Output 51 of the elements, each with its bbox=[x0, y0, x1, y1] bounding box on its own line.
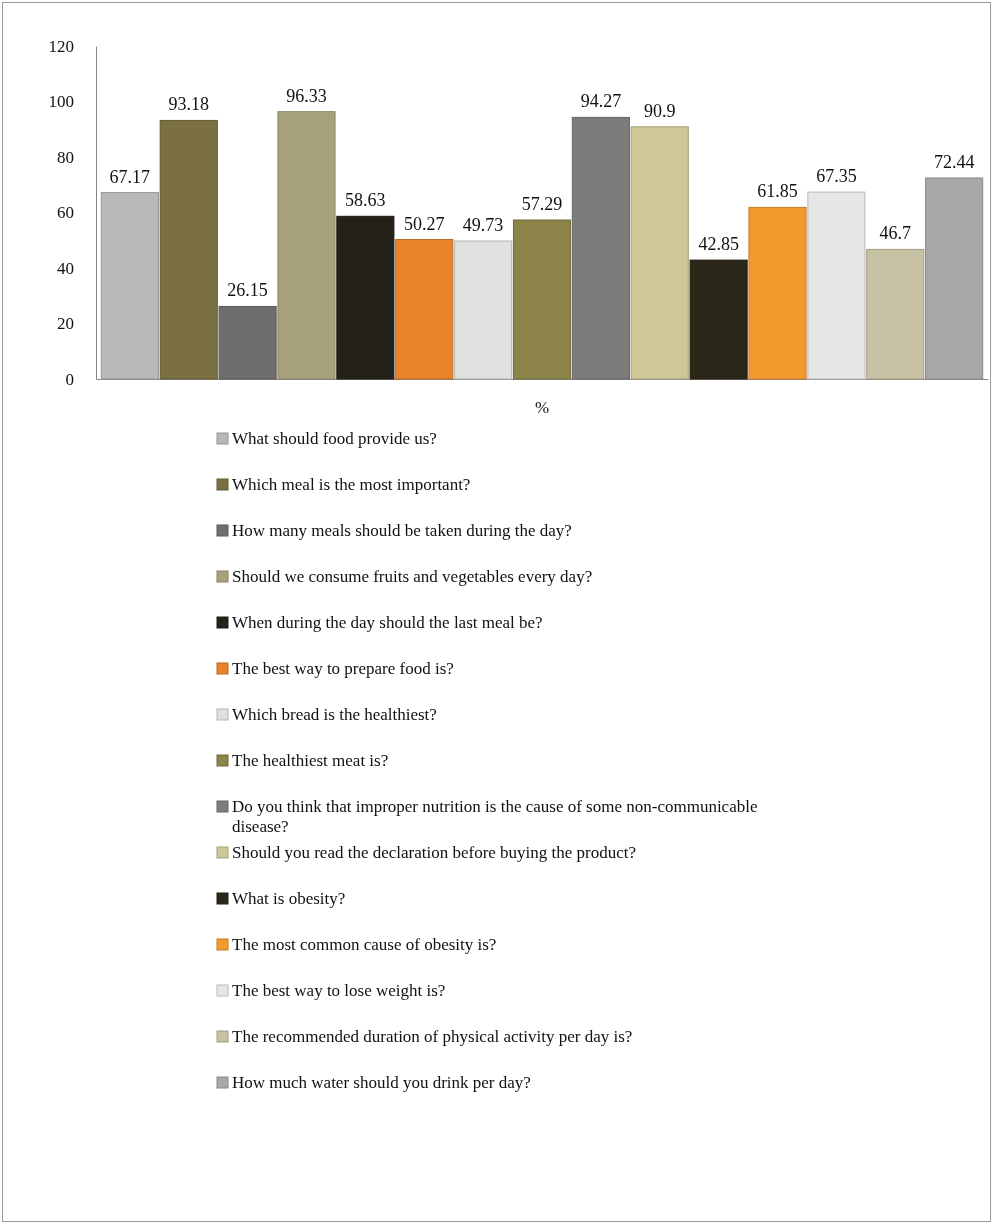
data-label: 57.29 bbox=[521, 194, 563, 215]
bar bbox=[395, 239, 454, 380]
bar bbox=[748, 206, 807, 380]
data-label: 49.73 bbox=[462, 215, 504, 235]
data-label: 50.27 bbox=[404, 213, 445, 234]
bar bbox=[630, 126, 689, 380]
data-label: 93.18 bbox=[168, 94, 209, 115]
bar bbox=[100, 192, 159, 380]
data-label: 96.33 bbox=[286, 85, 327, 106]
bar bbox=[512, 219, 572, 380]
x-tick-label: % bbox=[534, 398, 550, 418]
y-tick-label: 0 bbox=[65, 369, 74, 389]
legend-label: How many meals should be taken during the day? bbox=[232, 521, 572, 540]
data-label: 61.85 bbox=[757, 181, 798, 202]
legend-label: The healthiest meat is? bbox=[232, 751, 389, 770]
data-label: 58.63 bbox=[345, 190, 386, 211]
bar bbox=[218, 305, 277, 380]
legend-label: When during the day should the last meal be? bbox=[232, 613, 543, 632]
data-label: 67.17 bbox=[109, 166, 151, 187]
y-tick-label: 60 bbox=[57, 203, 74, 223]
legend-label: The recommended duration of physical activity per day is? bbox=[232, 1027, 633, 1046]
bar bbox=[277, 111, 336, 380]
data-label: 26.15 bbox=[227, 280, 268, 301]
y-tick-label: 40 bbox=[57, 258, 74, 278]
bar bbox=[807, 191, 866, 380]
bar bbox=[866, 248, 925, 380]
y-tick-label: 20 bbox=[57, 314, 74, 334]
legend-label: Which bread is the healthiest? bbox=[232, 705, 437, 724]
legend-label: Should we consume fruits and vegetables every day? bbox=[232, 567, 593, 586]
data-label: 72.44 bbox=[933, 151, 975, 172]
legend-label: Which meal is the most important? bbox=[232, 475, 471, 494]
bar bbox=[159, 119, 218, 380]
bar bbox=[454, 240, 513, 380]
legend-label: Should you read the declaration before buying the product? bbox=[232, 843, 637, 862]
legend-label: What should food provide us? bbox=[232, 429, 437, 448]
y-tick-label: 100 bbox=[48, 92, 74, 112]
data-label: 94.27 bbox=[580, 91, 622, 112]
legend-label: The most common cause of obesity is? bbox=[232, 935, 497, 954]
legend-label: What is obesity? bbox=[232, 889, 346, 908]
legend-label: The best way to lose weight is? bbox=[232, 981, 446, 1000]
bar bbox=[689, 259, 748, 380]
legend-label: How much water should you drink per day? bbox=[232, 1073, 531, 1092]
data-label: 90.9 bbox=[644, 100, 676, 121]
bar bbox=[336, 215, 395, 380]
legend-label: The best way to prepare food is? bbox=[232, 659, 454, 678]
data-label: 67.35 bbox=[816, 166, 857, 187]
data-label: 42.85 bbox=[698, 234, 739, 255]
legend-label: Do you think that improper nutrition is the cause of some non-communicable disease? bbox=[232, 797, 758, 836]
y-tick-label: 120 bbox=[48, 36, 74, 56]
y-tick-label: 80 bbox=[57, 147, 74, 167]
data-label: 46.7 bbox=[879, 223, 912, 244]
